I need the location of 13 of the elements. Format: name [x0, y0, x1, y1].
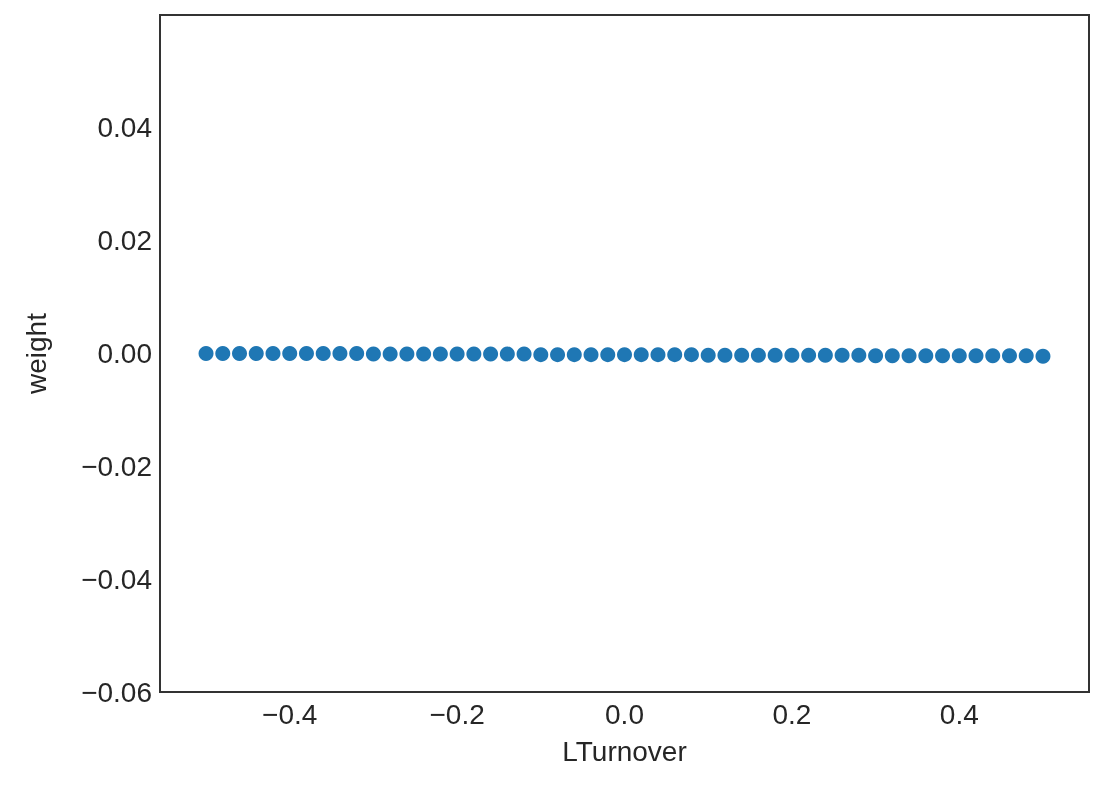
y-tick-label: −0.02 [81, 450, 152, 482]
y-tick-label: 0.02 [97, 225, 152, 257]
y-tick-label: −0.06 [81, 676, 152, 708]
y-tick-label: 0.04 [97, 112, 152, 144]
y-tick-label: −0.04 [81, 563, 152, 595]
x-axis-title: LTurnover [562, 735, 687, 767]
x-tick-label: 0.4 [939, 698, 979, 730]
x-tick-label: −0.4 [262, 698, 318, 730]
y-tick-label: 0.00 [97, 338, 152, 369]
x-tick-label: 0.0 [605, 698, 644, 730]
x-tick-label: 0.2 [772, 698, 812, 730]
y-axis-title: weight [20, 312, 52, 395]
x-tick-label: −0.2 [429, 698, 485, 730]
